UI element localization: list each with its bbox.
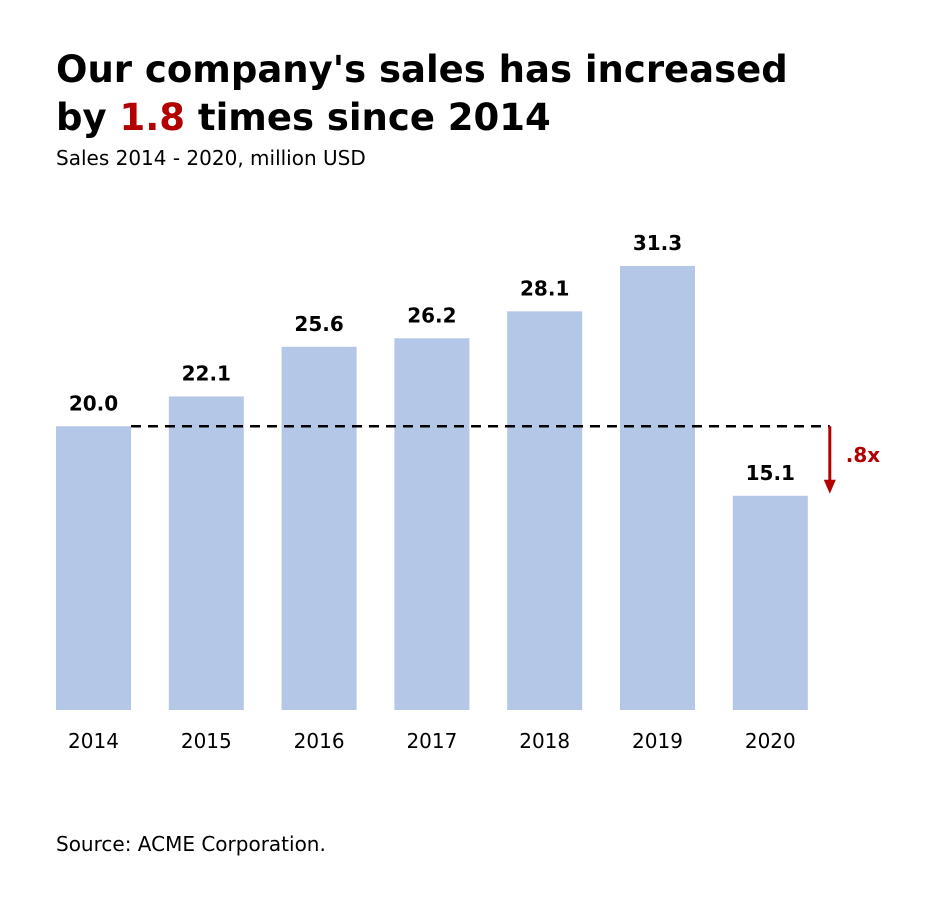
bar-2016 xyxy=(281,346,357,710)
source-note: Source: ACME Corporation. xyxy=(56,832,326,856)
x-tick-label-2019: 2019 xyxy=(632,729,683,753)
bar-2018 xyxy=(507,311,583,710)
value-label-2016: 25.6 xyxy=(294,312,343,336)
title-line-2-prefix: by xyxy=(56,96,120,139)
x-tick-label-2014: 2014 xyxy=(68,729,119,753)
bar-2019 xyxy=(620,265,695,710)
title-line-2-suffix: times since 2014 xyxy=(185,96,551,139)
chart-title: Our company's sales has increased by 1.8 … xyxy=(56,46,788,142)
bar-2015 xyxy=(168,396,244,710)
annotation-label: .8x xyxy=(846,443,881,467)
x-tick-label-2020: 2020 xyxy=(745,729,796,753)
x-tick-label-2018: 2018 xyxy=(519,729,570,753)
value-label-2014: 20.0 xyxy=(69,391,118,415)
bar-2020 xyxy=(732,495,808,710)
bar-2014 xyxy=(56,426,131,710)
value-label-2017: 26.2 xyxy=(407,303,456,327)
value-label-2020: 15.1 xyxy=(746,461,795,485)
x-tick-label-2015: 2015 xyxy=(181,729,232,753)
bar-2017 xyxy=(394,338,470,710)
value-label-2018: 28.1 xyxy=(520,276,569,300)
title-highlight-value: 1.8 xyxy=(119,96,186,139)
decrease-arrow-head xyxy=(823,479,836,494)
title-line-1: Our company's sales has increased xyxy=(56,48,788,91)
value-label-2015: 22.1 xyxy=(182,361,231,385)
chart-subtitle: Sales 2014 - 2020, million USD xyxy=(56,146,366,170)
x-tick-label-2017: 2017 xyxy=(406,729,457,753)
value-label-2019: 31.3 xyxy=(633,231,682,255)
x-tick-label-2016: 2016 xyxy=(294,729,345,753)
